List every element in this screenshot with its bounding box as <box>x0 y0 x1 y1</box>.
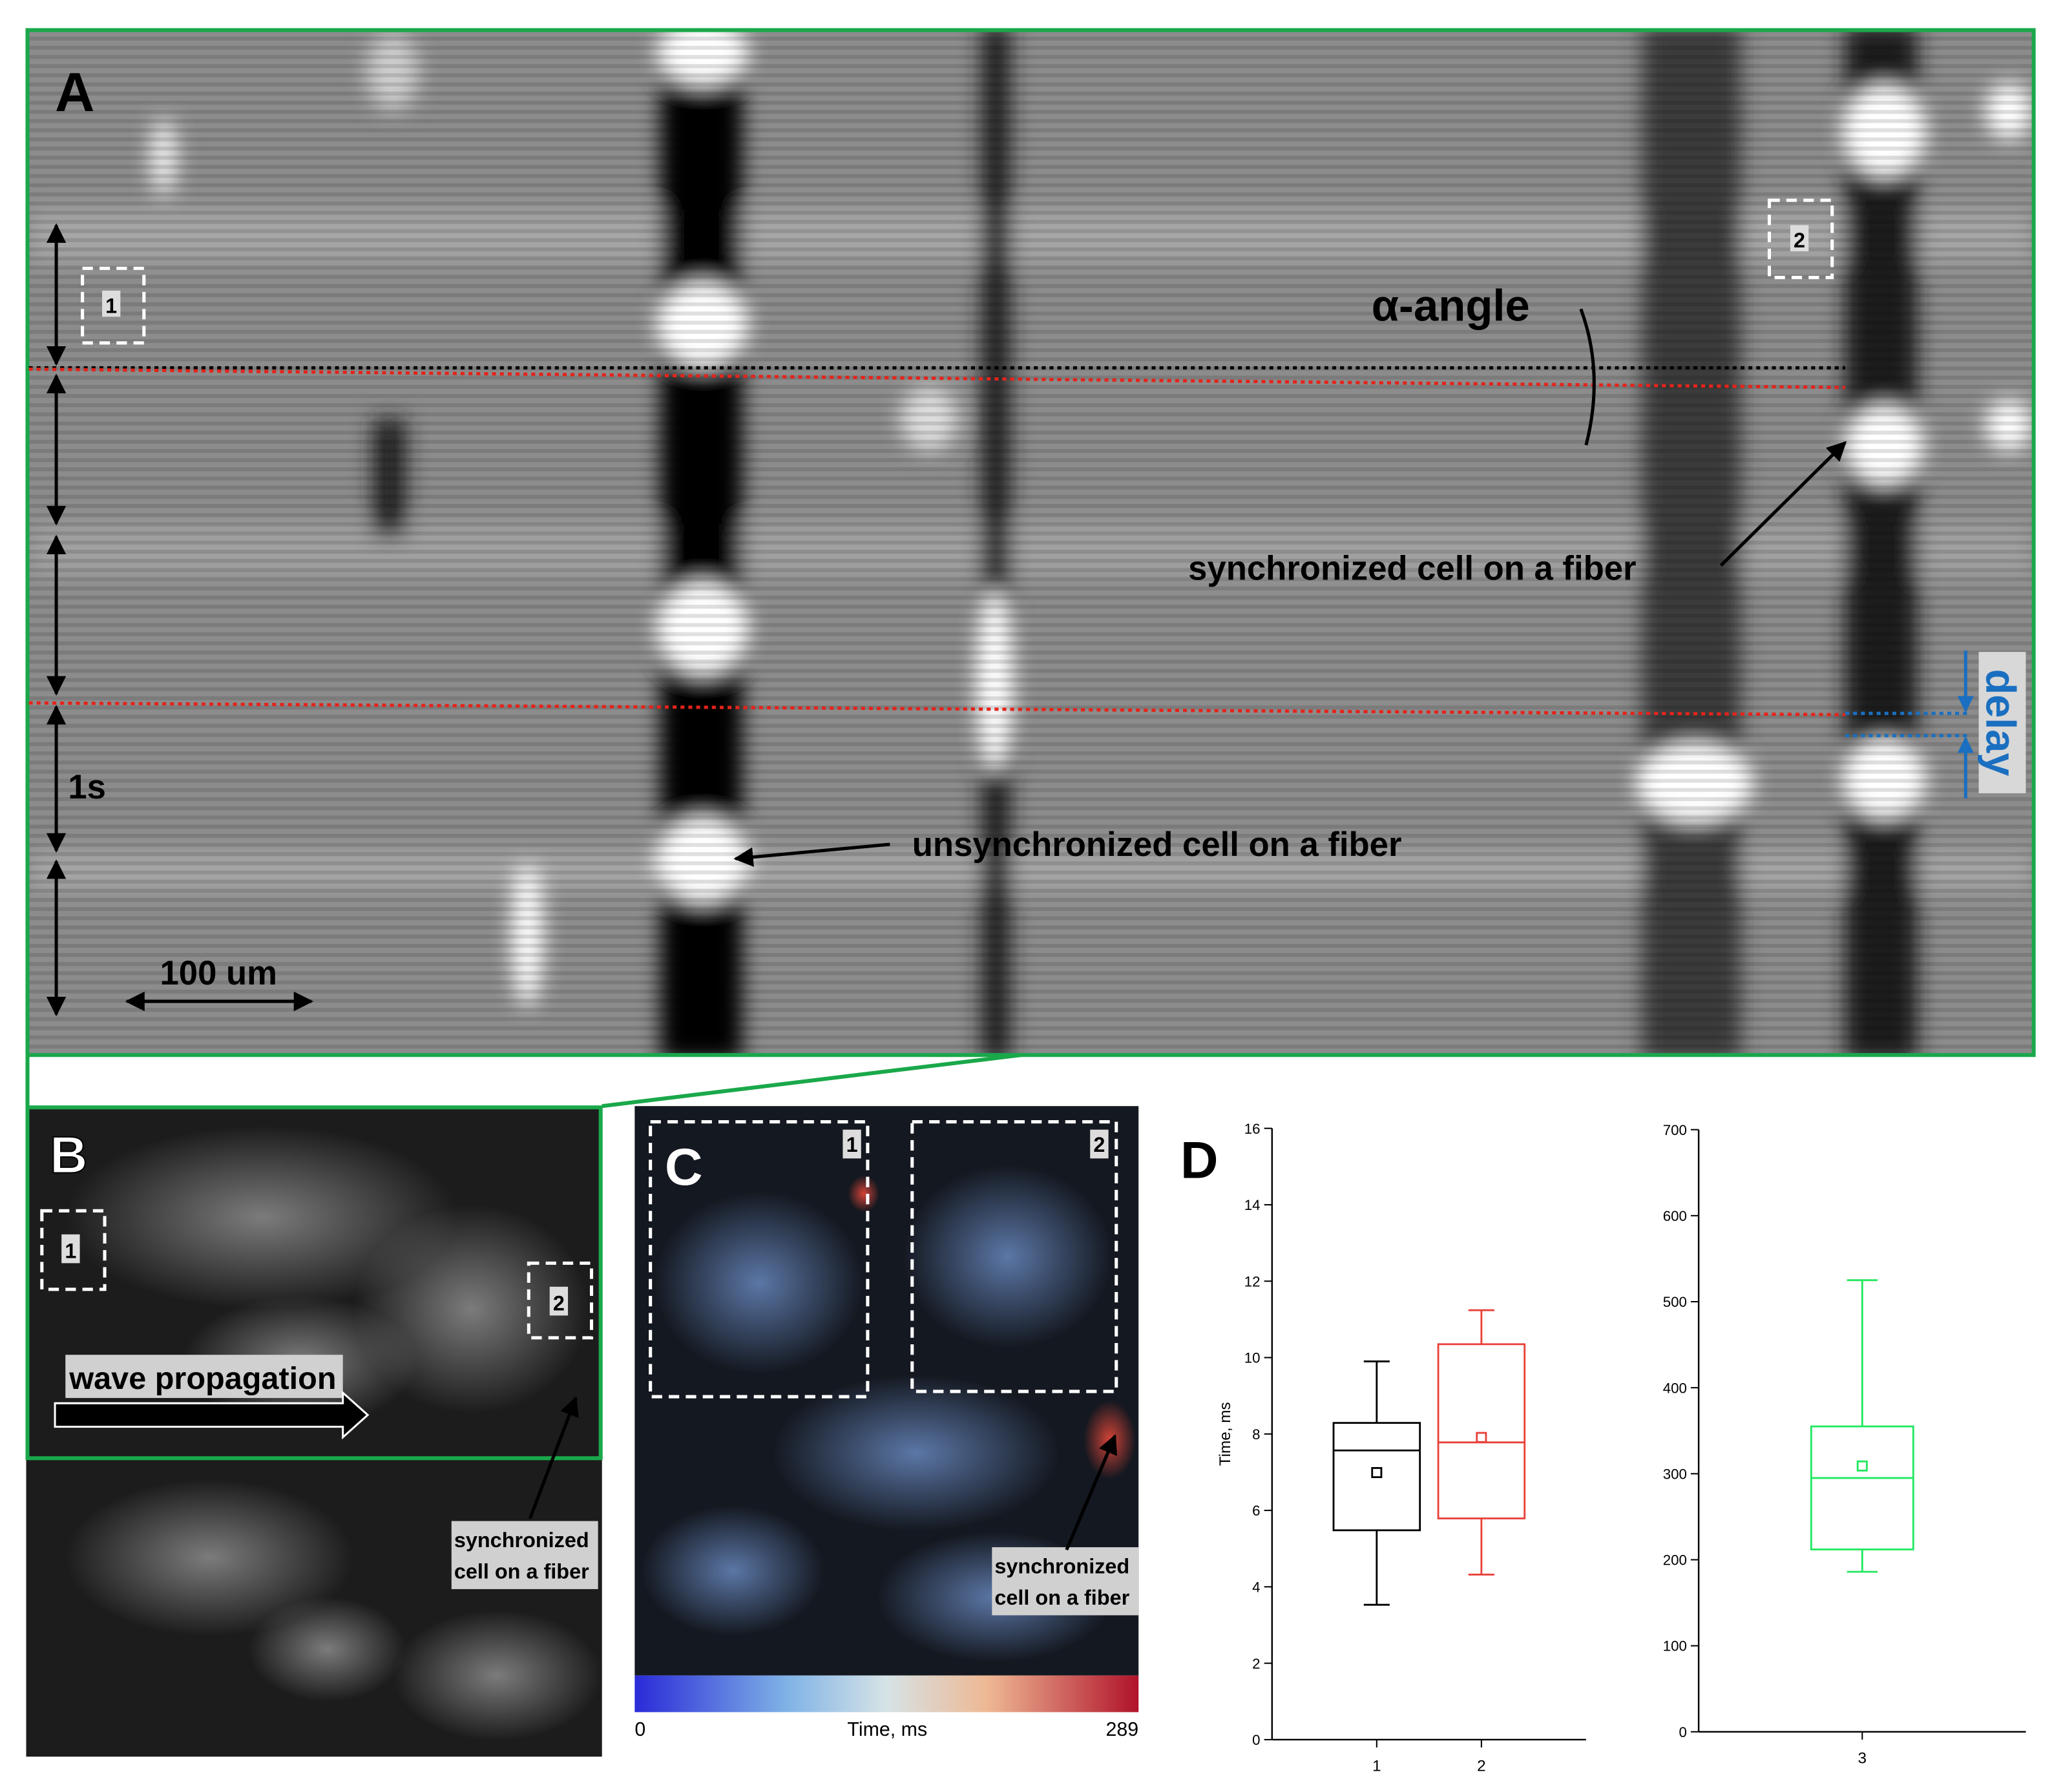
sync-label: synchronized cell on a fiber <box>1188 550 1636 588</box>
y-tick-label: 12 <box>1244 1273 1261 1289</box>
sync-label: synchronized <box>994 1555 1129 1578</box>
panel-letter: B <box>50 1127 88 1185</box>
roi-box <box>1767 198 1834 280</box>
box <box>1332 1422 1421 1532</box>
pointer-arrow <box>1065 1434 1118 1551</box>
y-tick-label: 300 <box>1663 1466 1687 1482</box>
y-tick-label: 14 <box>1244 1197 1261 1213</box>
roi-tag <box>101 290 121 317</box>
y-tick-label: 200 <box>1663 1552 1687 1568</box>
y-tick-label: 100 <box>1663 1638 1687 1654</box>
sync-label: cell on a fiber <box>994 1586 1129 1609</box>
pointer-arrow <box>733 842 890 867</box>
delay-label: delay <box>1978 669 2025 776</box>
roi-label: 1 <box>846 1133 858 1156</box>
sync-label: synchronized <box>454 1528 589 1552</box>
panel-letter: A <box>55 62 94 123</box>
y-tick-label: 600 <box>1663 1208 1687 1224</box>
x-tick-label: 2 <box>1477 1758 1486 1775</box>
roi-tag <box>843 1129 861 1159</box>
sync-label: cell on a fiber <box>454 1560 589 1583</box>
roi-box <box>649 1120 870 1399</box>
box <box>1437 1343 1526 1519</box>
colorbar <box>634 1675 1139 1713</box>
time-arrows <box>46 223 314 1017</box>
roi-label: 1 <box>65 1239 76 1262</box>
box <box>1810 1425 1914 1550</box>
panel-a-frame <box>25 28 2036 1057</box>
y-tick-label: 10 <box>1244 1350 1261 1366</box>
y-tick-label: 16 <box>1244 1121 1261 1137</box>
y-axis-label: Time, ms <box>1217 1402 1234 1466</box>
roi-tag <box>549 1286 569 1316</box>
length-scale-label: 100 um <box>160 954 277 992</box>
mean-marker <box>1856 1460 1868 1472</box>
mean-marker <box>1371 1467 1383 1479</box>
y-tick-label: 400 <box>1663 1380 1687 1396</box>
roi-tag <box>61 1234 80 1264</box>
wave-arrow <box>54 1390 370 1440</box>
x-tick-label: 1 <box>1372 1758 1381 1775</box>
pointer-arrow <box>528 1396 579 1519</box>
x-tick-label: 3 <box>1858 1749 1867 1767</box>
y-tick-label: 4 <box>1252 1579 1260 1595</box>
colorbar-min: 0 <box>634 1718 645 1740</box>
y-tick-label: 0 <box>1679 1724 1686 1740</box>
microscopy-image <box>26 1106 602 1757</box>
roi-box <box>40 1209 107 1291</box>
sync-tag <box>992 1547 1139 1616</box>
angle-arc <box>1579 308 1596 446</box>
delay-tag <box>1978 652 2026 793</box>
colorbar-max: 289 <box>1106 1718 1139 1740</box>
roi-label: 2 <box>553 1291 565 1315</box>
panel-letter: C <box>665 1138 703 1196</box>
pointer-arrow <box>1719 441 1847 567</box>
roi-label: 2 <box>1093 1133 1105 1156</box>
roi-label: 2 <box>1794 229 1805 252</box>
y-tick-label: 700 <box>1663 1122 1687 1138</box>
time-scale-label: 1s <box>68 768 106 806</box>
y-tick-label: 8 <box>1252 1426 1260 1443</box>
y-tick-label: 6 <box>1252 1503 1260 1519</box>
roi-label: 1 <box>105 294 117 317</box>
mean-marker <box>1476 1432 1487 1443</box>
unsync-label: unsynchronized cell on a fiber <box>912 826 1402 864</box>
kymograph-image <box>28 31 2033 1054</box>
wave-label: wave propagation <box>68 1361 336 1396</box>
roi-tag <box>1090 1129 1109 1159</box>
colorbar-label: Time, ms <box>847 1718 927 1740</box>
y-tick-label: 2 <box>1252 1656 1260 1672</box>
sync-tag <box>451 1521 598 1589</box>
y-tick-label: 0 <box>1252 1732 1260 1748</box>
roi-box <box>910 1120 1118 1393</box>
y-tick-label: 500 <box>1663 1294 1687 1310</box>
zoom-line <box>602 1053 1021 1109</box>
zoom-frame <box>25 1105 603 1461</box>
wave-tag <box>65 1355 343 1399</box>
roi-tag <box>1790 225 1809 252</box>
panel-letter: D <box>1180 1132 1219 1190</box>
reference-lines <box>28 366 1970 738</box>
alpha-angle-label: α-angle <box>1372 280 1530 330</box>
